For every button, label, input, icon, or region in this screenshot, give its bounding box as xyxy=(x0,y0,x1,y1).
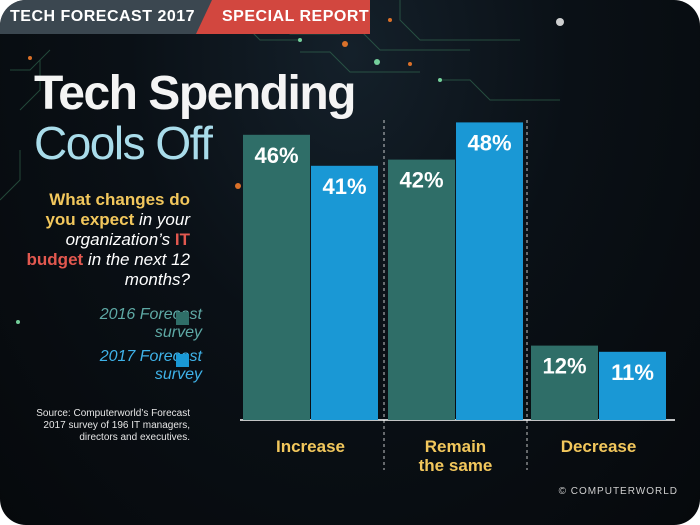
bar-1-2 xyxy=(599,351,666,420)
bar-1-1 xyxy=(456,122,523,421)
title-line1: Tech Spending xyxy=(34,67,356,120)
title-line2: Cools Off xyxy=(34,117,213,169)
value-label-1-1: 48% xyxy=(467,130,511,155)
category-label-2: Decrease xyxy=(561,437,637,456)
value-label-1-0: 41% xyxy=(322,174,366,199)
bar-0-1 xyxy=(388,159,455,420)
bar-0-0 xyxy=(243,134,310,421)
category-label-0: Increase xyxy=(276,437,345,456)
survey-question: What changes do you expect in your organ… xyxy=(10,190,190,290)
category-label-1: Remain the same xyxy=(419,437,493,475)
copyright: © COMPUTERWORLD xyxy=(558,486,678,497)
header-special-report: SPECIAL REPORT xyxy=(196,0,370,34)
header-bar: TECH FORECAST 2017 SPECIAL REPORT xyxy=(0,0,370,34)
legend-2016-swatch xyxy=(176,312,189,325)
bar-1-0 xyxy=(311,165,378,420)
legend-2017-swatch xyxy=(176,354,189,367)
bar-0-2 xyxy=(531,345,598,420)
question-part4: IT budget xyxy=(26,230,190,269)
question-part1: What changes do xyxy=(49,190,190,209)
source-note: Source: Computerworld’s Forecast 2017 su… xyxy=(36,408,190,443)
question-part5: in the next 12 months? xyxy=(83,250,190,289)
header-tech-forecast: TECH FORECAST 2017 xyxy=(0,0,212,34)
question-part3: in your organization’s xyxy=(65,210,190,249)
question-part2: you expect xyxy=(45,210,135,229)
value-label-0-1: 42% xyxy=(399,168,443,193)
value-label-0-0: 46% xyxy=(254,143,298,168)
value-label-0-2: 12% xyxy=(542,354,586,379)
value-label-1-2: 11% xyxy=(611,360,654,385)
